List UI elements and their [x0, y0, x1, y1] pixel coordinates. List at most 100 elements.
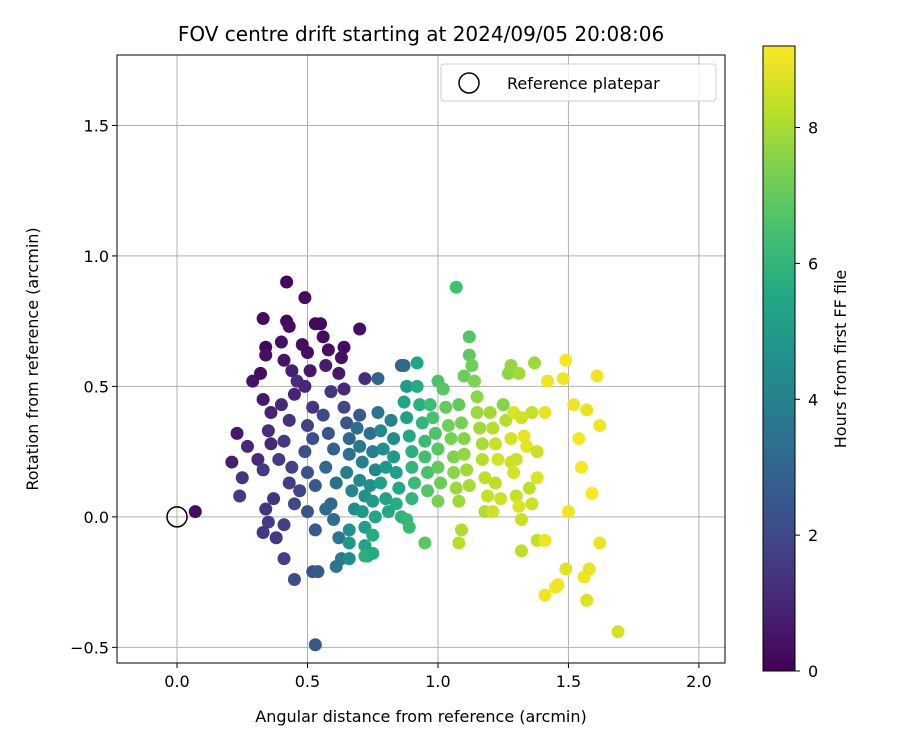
- data-point: [298, 379, 312, 393]
- x-axis-ticks: 0.0 0.5 1.0 1.5 2.0: [164, 663, 712, 691]
- data-point: [368, 463, 382, 477]
- data-point: [488, 437, 502, 451]
- data-point: [387, 450, 401, 464]
- data-point: [308, 523, 322, 537]
- data-point: [256, 463, 270, 477]
- data-point: [319, 359, 333, 373]
- data-point: [306, 400, 320, 414]
- data-point: [486, 505, 500, 519]
- data-point: [431, 442, 445, 456]
- data-point: [342, 523, 356, 537]
- data-point: [457, 369, 471, 383]
- data-point: [342, 432, 356, 446]
- data-point: [397, 395, 411, 409]
- data-point: [418, 536, 432, 550]
- data-point: [251, 452, 265, 466]
- data-point: [233, 489, 247, 503]
- data-point: [366, 546, 380, 560]
- plot-frame: [116, 54, 726, 664]
- data-point: [261, 424, 275, 438]
- data-point: [316, 408, 330, 422]
- data-point: [340, 416, 354, 430]
- data-point: [580, 403, 594, 417]
- data-point: [421, 484, 435, 498]
- data-point: [298, 445, 312, 459]
- data-point: [376, 442, 390, 456]
- data-point: [256, 392, 270, 406]
- data-point: [342, 536, 356, 550]
- colorbar-label: Hours from first FF file: [831, 270, 850, 449]
- data-point: [467, 374, 481, 388]
- data-point: [287, 572, 301, 586]
- data-point: [509, 452, 523, 466]
- data-point: [282, 319, 296, 333]
- y-tick-label: 1.5: [84, 116, 109, 135]
- data-point: [371, 372, 385, 386]
- data-point: [259, 348, 273, 362]
- data-point: [525, 497, 539, 511]
- data-point: [514, 411, 528, 425]
- x-tick-label: 1.0: [425, 672, 450, 691]
- data-point: [274, 335, 288, 349]
- y-tick-label: 0.5: [84, 377, 109, 396]
- colorbar-tick-label: 0: [808, 662, 818, 681]
- data-point: [368, 510, 382, 524]
- data-point: [334, 351, 348, 365]
- data-point: [418, 434, 432, 448]
- legend-open-circle-icon: [458, 72, 480, 94]
- data-point: [402, 429, 416, 443]
- data-points: [188, 275, 625, 652]
- reference-platepar-marker-group: [166, 506, 188, 528]
- data-point: [277, 518, 291, 532]
- data-point: [363, 426, 377, 440]
- data-point: [389, 497, 403, 511]
- data-point: [454, 416, 468, 430]
- data-point: [530, 445, 544, 459]
- data-point: [306, 432, 320, 446]
- data-point: [332, 531, 346, 545]
- colorbar-tick-label: 2: [808, 526, 818, 545]
- data-point: [337, 382, 351, 396]
- data-point: [525, 405, 539, 419]
- data-point: [329, 476, 343, 490]
- data-point: [470, 390, 484, 404]
- data-point: [293, 484, 307, 498]
- data-point: [285, 364, 299, 378]
- data-point: [300, 466, 314, 480]
- data-point: [371, 405, 385, 419]
- data-point: [261, 515, 275, 529]
- x-tick-label: 0.0: [164, 672, 189, 691]
- data-point: [384, 413, 398, 427]
- data-point: [285, 460, 299, 474]
- data-point: [277, 353, 291, 367]
- data-point: [400, 379, 414, 393]
- x-tick-label: 1.5: [556, 672, 581, 691]
- data-point: [447, 466, 461, 480]
- data-point: [413, 398, 427, 412]
- data-point: [379, 492, 393, 506]
- y-tick-label: −0.5: [70, 638, 109, 657]
- data-point: [410, 379, 424, 393]
- data-point: [407, 476, 421, 490]
- data-point: [332, 366, 346, 380]
- data-point: [504, 432, 518, 446]
- data-point: [342, 552, 356, 566]
- colorbar-gradient: [762, 45, 796, 672]
- chart-title: FOV centre drift starting at 2024/09/05 …: [178, 22, 664, 46]
- data-point: [353, 408, 367, 422]
- x-axis-label: Angular distance from reference (arcmin): [255, 707, 586, 726]
- data-point: [282, 413, 296, 427]
- data-point: [522, 481, 536, 495]
- x-tick-label: 0.5: [295, 672, 320, 691]
- data-point: [280, 275, 294, 289]
- data-point: [259, 502, 273, 516]
- data-point: [611, 625, 625, 639]
- data-point: [538, 405, 552, 419]
- data-point: [421, 466, 435, 480]
- data-point: [512, 366, 526, 380]
- data-point: [561, 505, 575, 519]
- legend: Reference platepar: [440, 63, 717, 102]
- data-point: [379, 460, 393, 474]
- data-point: [350, 421, 364, 435]
- colorbar-tick-label: 6: [808, 254, 818, 273]
